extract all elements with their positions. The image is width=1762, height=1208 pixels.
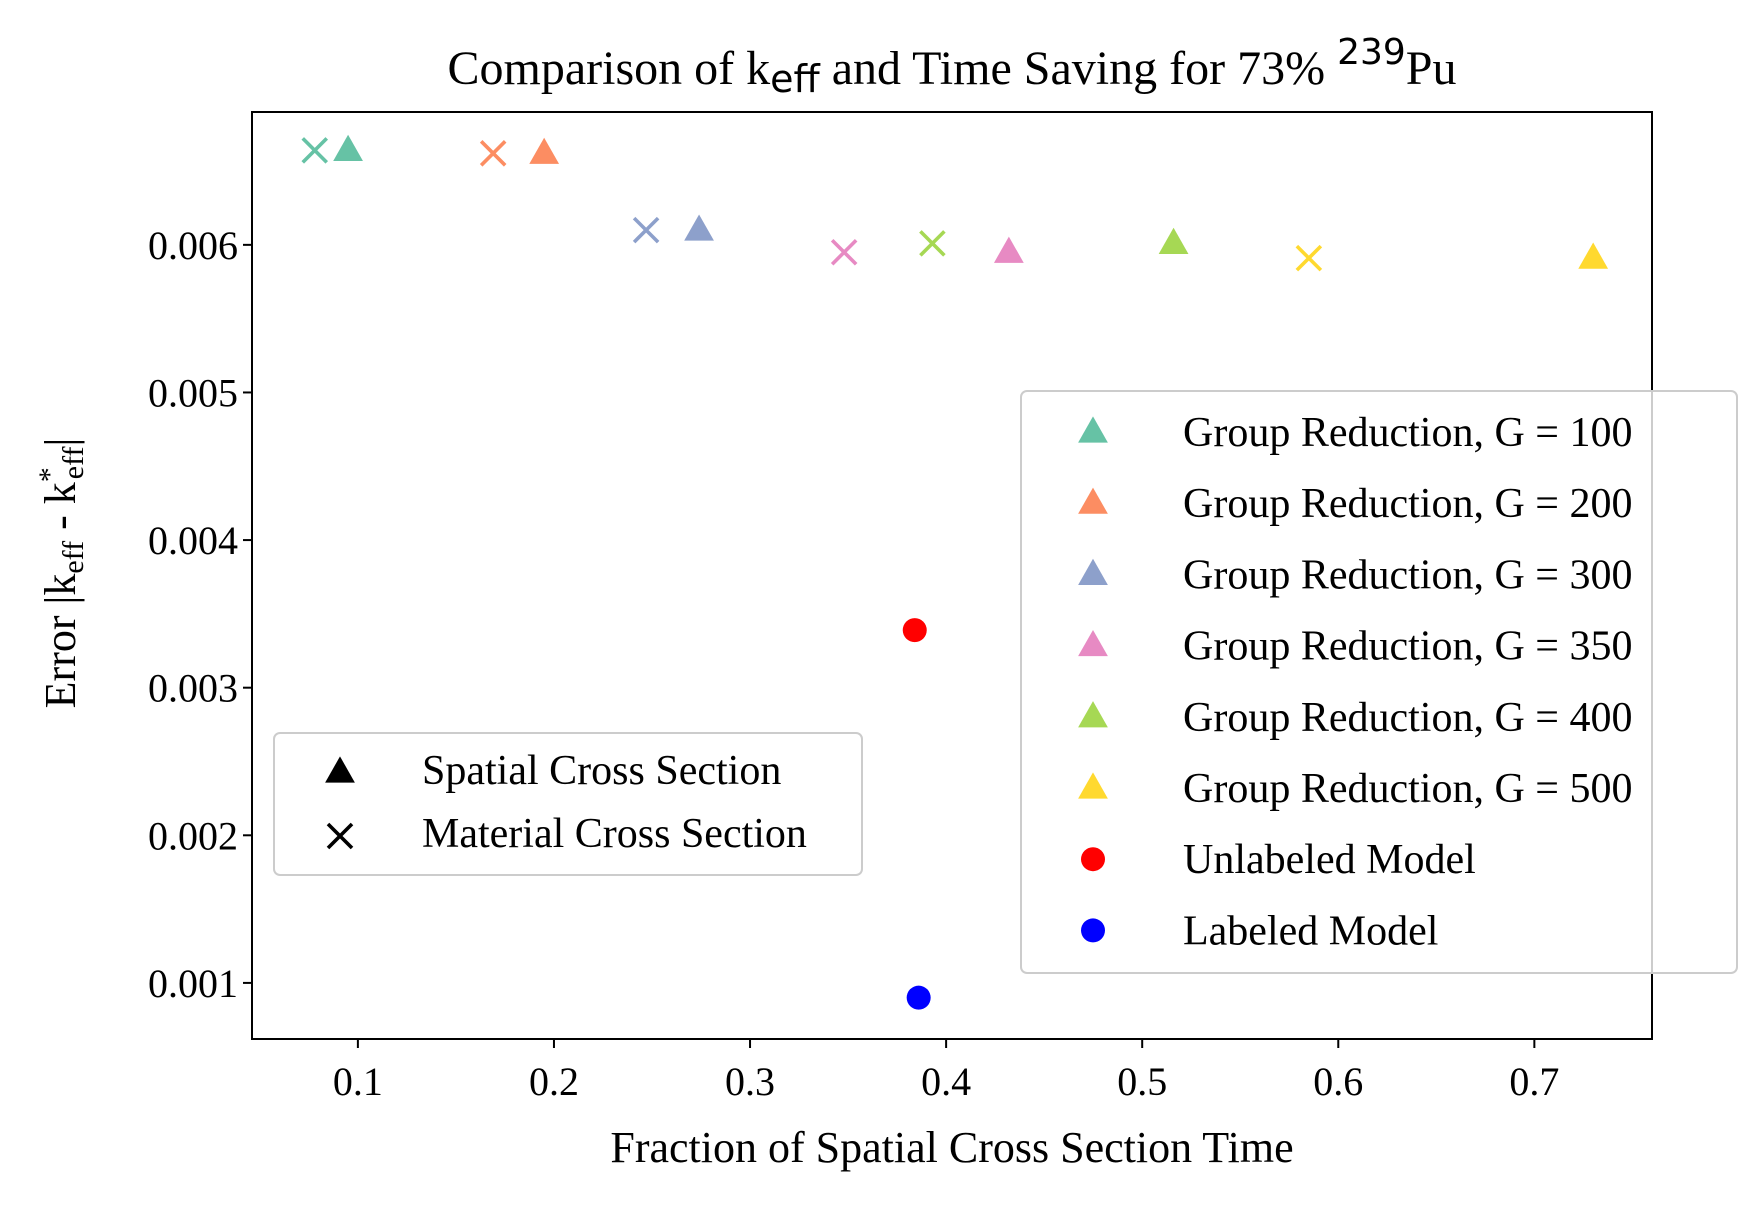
- x-tick-label: 0.2: [529, 1059, 579, 1104]
- data-point-unlabeled-model-circle: [902, 618, 927, 643]
- legend-marker-group-reduction-g-500: [1078, 772, 1108, 799]
- y-tick-label: 0.001: [148, 961, 238, 1006]
- legend-marker-group-reduction-g-100: [1078, 416, 1108, 443]
- data-point-group-reduction-g-500-x-stroke-b: [1295, 244, 1323, 272]
- marker-legend-symbol-triangle: [325, 756, 355, 783]
- data-point-group-reduction-g-500-x: [1295, 244, 1323, 272]
- data-point-group-reduction-g-400-x-stroke-b: [919, 230, 946, 257]
- data-point-group-reduction-g-300-x-stroke-b: [632, 216, 660, 244]
- y-tick-label: 0.005: [148, 370, 238, 415]
- y-axis-label: Error |keff - k*eff|: [33, 438, 90, 709]
- data-point-group-reduction-g-350-triangle: [993, 236, 1024, 263]
- x-tick-label: 0.3: [725, 1059, 775, 1104]
- data-point-group-reduction-g-200-x-stroke-b: [479, 140, 507, 167]
- legend-label-group-reduction-g-200: Group Reduction, G = 200: [1183, 481, 1632, 527]
- data-point-group-reduction-g-400-x: [919, 230, 946, 257]
- x-tick-label: 0.6: [1313, 1059, 1363, 1104]
- data-point-group-reduction-g-500-triangle: [1578, 242, 1609, 269]
- legend-label-labeled-model: Labeled Model: [1183, 908, 1438, 954]
- marker-legend-label-material: Material Cross Section: [422, 811, 807, 857]
- y-tick-label: 0.006: [148, 223, 238, 268]
- x-axis-label: Fraction of Spatial Cross Section Time: [610, 1123, 1293, 1172]
- data-point-group-reduction-g-400-triangle: [1158, 227, 1189, 254]
- chart-title: Comparison of keff and Time Saving for 7…: [448, 32, 1457, 101]
- legend-label-group-reduction-g-400: Group Reduction, G = 400: [1183, 695, 1632, 741]
- legend-marker-group-reduction-g-350: [1078, 629, 1108, 657]
- x-tick-label: 0.1: [333, 1059, 383, 1104]
- legend-label-unlabeled-model: Unlabeled Model: [1183, 837, 1476, 883]
- data-point-group-reduction-g-100-triangle: [333, 134, 363, 161]
- legend-label-group-reduction-g-500: Group Reduction, G = 500: [1183, 766, 1632, 812]
- marker-legend-label-spatial: Spatial Cross Section: [422, 748, 781, 794]
- x-tick-label: 0.5: [1117, 1059, 1167, 1104]
- x-tick-label: 0.4: [921, 1059, 971, 1104]
- legend-label-group-reduction-g-350: Group Reduction, G = 350: [1183, 624, 1632, 670]
- series-legend: Group Reduction, G = 100 Group Reduction,…: [1020, 390, 1738, 974]
- legend-marker-group-reduction-g-200: [1078, 487, 1108, 514]
- data-point-group-reduction-g-200-x: [479, 140, 507, 167]
- legend-label-group-reduction-g-300: Group Reduction, G = 300: [1183, 552, 1632, 598]
- y-tick-label: 0.003: [148, 666, 238, 711]
- legend-label-group-reduction-g-100: Group Reduction, G = 100: [1183, 410, 1632, 456]
- marker-legend-triangle-symbol: [325, 756, 355, 783]
- marker-legend-x-symbol: [326, 822, 354, 850]
- data-point-group-reduction-g-300-x: [632, 216, 660, 244]
- data-point-group-reduction-g-350-x-stroke-b: [830, 238, 858, 266]
- marker-legend-box: [273, 732, 863, 876]
- legend-marker-labeled-model: [1081, 918, 1105, 943]
- marker-legend: Spatial Cross Section Material Cross Sec…: [273, 732, 863, 876]
- marker-legend-x-symbol-stroke-b: [326, 822, 354, 850]
- y-tick-label: 0.002: [148, 813, 238, 858]
- data-point-group-reduction-g-200-triangle: [529, 137, 560, 164]
- series-legend-box: [1020, 390, 1738, 974]
- data-point-group-reduction-g-350-x: [830, 238, 858, 266]
- legend-marker-group-reduction-g-400: [1078, 701, 1108, 728]
- data-point-group-reduction-g-100-x: [301, 137, 329, 164]
- data-point-group-reduction-g-300-triangle: [684, 214, 714, 241]
- legend-marker-unlabeled-model: [1081, 847, 1105, 872]
- data-point-group-reduction-g-100-x-stroke-b: [301, 137, 329, 164]
- legend-marker-group-reduction-g-300: [1078, 558, 1108, 585]
- x-tick-label: 0.7: [1509, 1059, 1559, 1104]
- marker-legend-symbol-x: [326, 822, 354, 850]
- y-tick-label: 0.004: [148, 518, 238, 563]
- data-point-labeled-model-circle: [906, 985, 931, 1010]
